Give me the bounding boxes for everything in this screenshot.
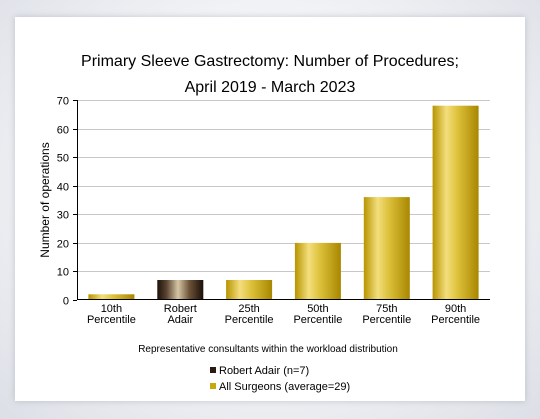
x-tick-labels: 10th Percentile Robert Adair 25th Percentile 5… — [87, 303, 480, 326]
y-tick-label: 50 — [57, 153, 69, 165]
legend-swatch-all-surgeons — [210, 383, 216, 389]
y-tick-label: 30 — [57, 210, 69, 222]
y-tick-label: 60 — [57, 125, 69, 137]
y-tick-label: 70 — [57, 96, 69, 108]
x-tick-label: 25th Percentile — [225, 303, 274, 326]
y-tick-label: 10 — [57, 267, 69, 279]
y-tick-labels: 0 10 20 30 40 50 60 70 — [57, 96, 77, 308]
x-tick-label: 90th Percentile — [431, 303, 480, 326]
bar-50th-percentile — [294, 242, 341, 300]
x-tick-label: 75th Percentile — [362, 303, 411, 326]
x-tick-label: Robert Adair — [164, 303, 197, 326]
x-tick-label: 50th Percentile — [293, 303, 342, 326]
y-tick-label: 40 — [57, 182, 69, 194]
x-tick-label: 10th Percentile — [87, 303, 136, 326]
bar-75th-percentile — [363, 197, 410, 300]
chart-subtitle: April 2019 - March 2023 — [185, 79, 356, 96]
legend-label-surgeon: Robert Adair (n=7) — [219, 365, 309, 377]
legend-label-all-surgeons: All Surgeons (average=29) — [219, 381, 350, 393]
y-tick-label: 20 — [57, 239, 69, 251]
bars — [88, 105, 479, 300]
y-tick-label: 0 — [63, 296, 69, 308]
x-axis-label: Representative consultants within the wo… — [138, 344, 398, 355]
bar-90th-percentile — [432, 105, 479, 300]
gridlines — [77, 100, 490, 272]
bar-robert-adair — [157, 280, 204, 300]
bar-25th-percentile — [226, 280, 273, 300]
legend-swatch-surgeon — [210, 367, 216, 373]
chart-title: Primary Sleeve Gastrectomy: Number of Pr… — [81, 53, 459, 70]
y-axis-label: Number of operations — [38, 142, 52, 257]
bar-10th-percentile — [88, 294, 135, 300]
